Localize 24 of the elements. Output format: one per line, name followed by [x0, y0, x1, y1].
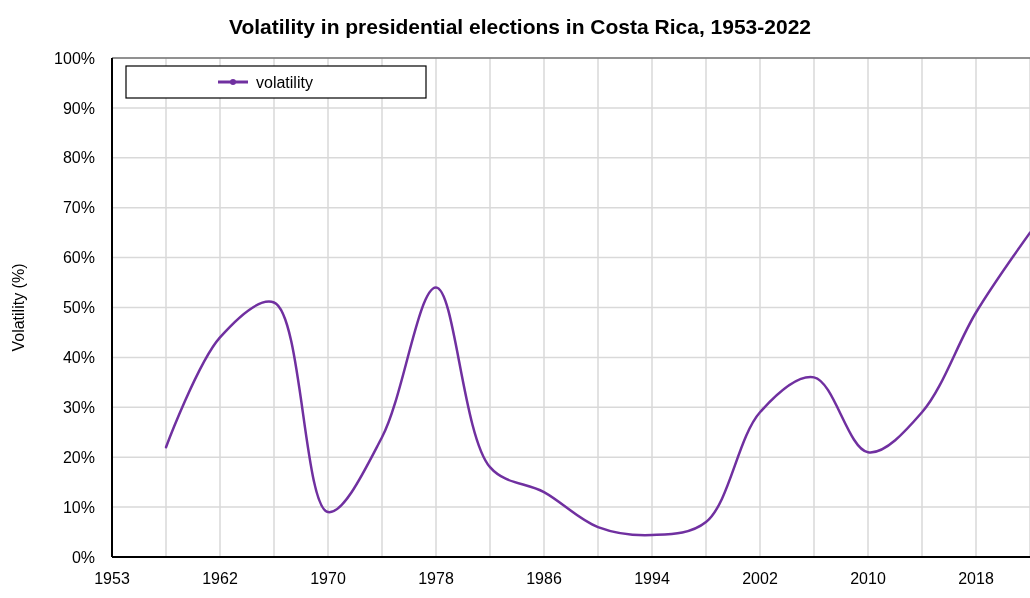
chart-title: Volatility in presidential elections in Costa Rica, 1953-2022	[229, 15, 811, 38]
x-tick-label: 2010	[850, 570, 886, 587]
y-tick-label: 100%	[54, 49, 95, 67]
x-tick-label: 1962	[202, 570, 238, 587]
y-tick-label: 70%	[62, 199, 95, 217]
y-tick-label: 40%	[62, 349, 95, 366]
x-tick-label: 2002	[742, 570, 778, 587]
x-tick-label: 1953	[94, 570, 130, 587]
legend-label: volatility	[256, 73, 313, 91]
y-tick-label: 90%	[62, 99, 95, 117]
x-tick-label: 2018	[958, 570, 994, 587]
y-axis-title: Volatility (%)	[10, 263, 27, 352]
y-tick-label: 50%	[62, 299, 95, 317]
y-tick-label: 20%	[62, 448, 95, 466]
y-tick-label: 60%	[62, 249, 95, 267]
line-series	[164, 231, 1030, 537]
y-tick-label: 30%	[62, 398, 95, 416]
y-tick-label: 80%	[62, 149, 95, 167]
y-tick-label: 10%	[62, 498, 95, 516]
x-tick-label: 1978	[418, 570, 454, 587]
x-tick-label: 1986	[526, 570, 562, 587]
x-tick-label: 1994	[634, 570, 670, 587]
x-tick-label: 1970	[310, 570, 346, 587]
y-tick-label: 0%	[71, 548, 95, 566]
